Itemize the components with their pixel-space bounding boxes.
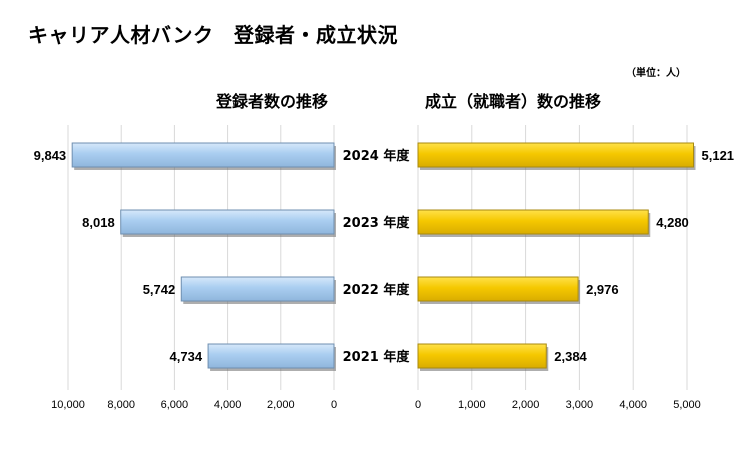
category-label: 2022 年度 [343,282,411,298]
right-chart-bars [417,142,696,371]
left-bar [71,142,336,170]
right-tick-label: 1,000 [458,399,486,411]
left-chart-value-labels: 9,843 8,018 5,742 4,734 [34,148,203,364]
right-chart-value-labels: 5,121 4,280 2,976 2,384 [554,148,734,364]
left-tick-label: 8,000 [107,399,135,411]
left-chart-title: 登録者数の推移 [215,92,328,111]
left-tick-label: 4,000 [214,399,242,411]
category-label: 2024 年度 [343,148,411,164]
left-tick-label: 0 [331,399,337,411]
unit-note: （単位：人） [626,66,686,79]
left-tick-label: 10,000 [51,399,85,411]
right-value-label: 2,384 [554,349,587,364]
right-tick-label: 5,000 [673,399,701,411]
right-tick-label: 2,000 [512,399,540,411]
right-tick-label: 4,000 [619,399,647,411]
right-bar [417,276,581,304]
left-value-label: 5,742 [143,282,176,297]
left-value-label: 4,734 [170,349,203,364]
right-value-label: 2,976 [586,282,619,297]
right-chart-title: 成立（就職者）数の推移 [425,92,601,111]
category-labels: 2024 年度 2023 年度 2022 年度 2021 年度 [343,148,411,365]
left-tick-label: 6,000 [161,399,189,411]
right-bar [417,209,651,237]
right-tick-label: 3,000 [566,399,594,411]
category-label: 2021 年度 [343,349,411,365]
left-bar [207,343,336,371]
left-value-label: 8,018 [82,215,115,230]
left-tick-label: 2,000 [267,399,295,411]
page-title: キャリア人材バンク 登録者・成立状況 [28,23,398,47]
right-bar [417,142,696,170]
left-value-label: 9,843 [34,148,67,163]
right-chart-ticks: 0 1,000 2,000 3,000 4,000 5,000 [415,399,701,411]
right-value-label: 5,121 [702,148,735,163]
left-chart-bars [71,142,337,371]
category-label: 2023 年度 [343,215,411,231]
left-bar [180,276,336,304]
left-chart-ticks: 10,000 8,000 6,000 4,000 2,000 0 [51,399,337,411]
left-bar [120,209,337,237]
right-value-label: 4,280 [656,215,689,230]
right-bar [417,343,549,371]
right-tick-label: 0 [415,399,421,411]
